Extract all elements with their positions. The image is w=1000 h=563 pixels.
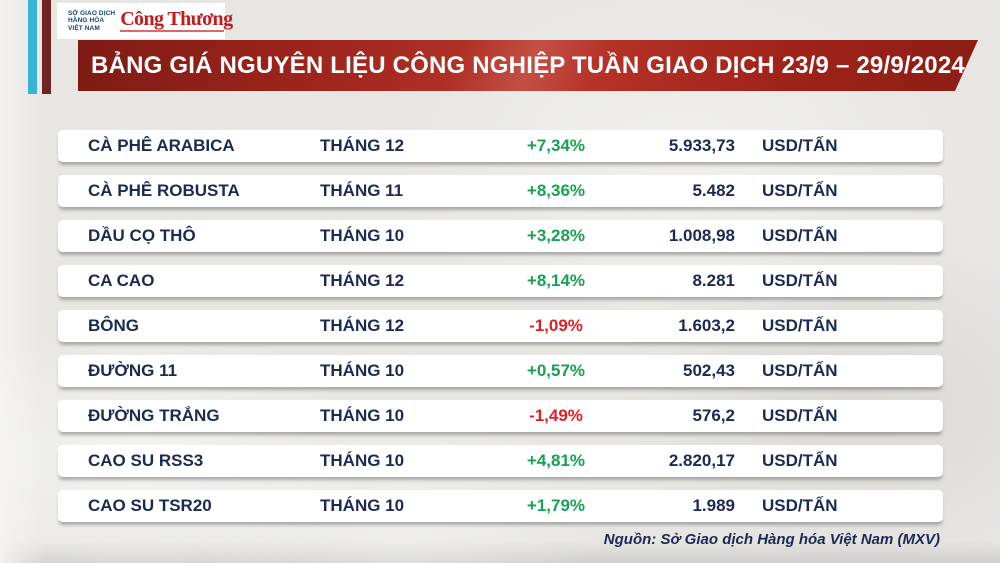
price-unit: USD/TẤN bbox=[762, 361, 838, 380]
price-value: 1.989 bbox=[692, 496, 735, 515]
commodity-name: CA CAO bbox=[88, 271, 155, 290]
mxv-org-line: VIỆT NAM bbox=[68, 24, 100, 32]
price-value: 5.482 bbox=[692, 181, 735, 200]
commodity-name: CAO SU TSR20 bbox=[88, 496, 212, 515]
contract-month: THÁNG 12 bbox=[320, 271, 405, 290]
congthuong-wordmark: Công Thương bbox=[120, 8, 233, 30]
price-value: 1.603,2 bbox=[678, 316, 735, 335]
table-row: CÀ PHÊ ARABICA THÁNG 12 +7,34% 5.933,73 USD/… bbox=[58, 130, 943, 162]
title-banner: BẢNG GIÁ NGUYÊN LIỆU CÔNG NGHIỆP TUẦN GI… bbox=[78, 40, 978, 91]
table-row: CA CAO THÁNG 12 +8,14% 8.281 USD/TẤN bbox=[58, 265, 943, 297]
commodity-name: CÀ PHÊ ROBUSTA bbox=[88, 181, 240, 200]
commodity-name: ĐƯỜNG 11 bbox=[88, 361, 178, 380]
contract-month: THÁNG 11 bbox=[320, 181, 404, 200]
source-note: Nguồn: Sở Giao dịch Hàng hóa Việt Nam (M… bbox=[603, 531, 940, 548]
table-row: DẦU CỌ THÔ THÁNG 10 +3,28% 1.008,98 USD/TẤN bbox=[58, 220, 943, 252]
mxv-org-line: SỞ GIAO DỊCH bbox=[68, 9, 116, 17]
contract-month: THÁNG 10 bbox=[320, 406, 405, 425]
price-value: 576,2 bbox=[692, 406, 735, 425]
weekly-change: +8,14% bbox=[526, 271, 586, 290]
accent-bar-cyan bbox=[28, 0, 37, 94]
commodity-name: DẦU CỌ THÔ bbox=[88, 226, 196, 245]
congthuong-tagline bbox=[120, 30, 224, 32]
price-unit: USD/TẤN bbox=[762, 136, 838, 155]
contract-month: THÁNG 12 bbox=[320, 316, 405, 335]
commodity-name: ĐƯỜNG TRẮNG bbox=[88, 406, 220, 425]
weekly-change: -1,09% bbox=[529, 316, 583, 335]
contract-month: THÁNG 10 bbox=[320, 226, 405, 245]
commodity-name: CÀ PHÊ ARABICA bbox=[88, 136, 235, 155]
price-unit: USD/TẤN bbox=[762, 226, 838, 245]
price-unit: USD/TẤN bbox=[762, 181, 838, 200]
weekly-change: +8,36% bbox=[526, 181, 586, 200]
table-row: CÀ PHÊ ROBUSTA THÁNG 11 +8,36% 5.482 USD/TẤN bbox=[58, 175, 943, 207]
commodity-name: BÔNG bbox=[88, 316, 139, 335]
contract-month: THÁNG 10 bbox=[320, 496, 405, 515]
price-value: 1.008,98 bbox=[668, 226, 735, 245]
table-row: BÔNG THÁNG 12 -1,09% 1.603,2 USD/TẤN bbox=[58, 310, 943, 342]
table-row: ĐƯỜNG 11 THÁNG 10 +0,57% 502,43 USD/TẤN bbox=[58, 355, 943, 387]
page-title: BẢNG GIÁ NGUYÊN LIỆU CÔNG NGHIỆP TUẦN GI… bbox=[91, 51, 965, 79]
price-value: 2.820,17 bbox=[668, 451, 735, 470]
congthuong-logo: Công Thương bbox=[120, 8, 233, 32]
table-row: ĐƯỜNG TRẮNG THÁNG 10 -1,49% 576,2 USD/TẤN bbox=[58, 400, 943, 432]
price-unit: USD/TẤN bbox=[762, 451, 838, 470]
weekly-change: +1,79% bbox=[526, 496, 586, 515]
weekly-change: +3,28% bbox=[526, 226, 586, 245]
price-unit: USD/TẤN bbox=[762, 406, 838, 425]
weekly-change: +4,81% bbox=[526, 451, 586, 470]
price-unit: USD/TẤN bbox=[762, 496, 838, 515]
price-value: 5.933,73 bbox=[668, 136, 735, 155]
mxv-org-line: HÀNG HÓA bbox=[68, 17, 105, 25]
contract-month: THÁNG 12 bbox=[320, 136, 405, 155]
accent-bar-maroon bbox=[42, 0, 51, 94]
logo-bar: SỞ GIAO DỊCH HÀNG HÓA VIỆT NAM Công Thươ… bbox=[57, 3, 233, 39]
price-unit: USD/TẤN bbox=[762, 271, 838, 290]
weekly-change: -1,49% bbox=[529, 406, 583, 425]
price-unit: USD/TẤN bbox=[762, 316, 838, 335]
mxv-org-name: SỞ GIAO DỊCH HÀNG HÓA VIỆT NAM bbox=[68, 10, 115, 33]
price-value: 8.281 bbox=[692, 271, 735, 290]
weekly-change: +0,57% bbox=[526, 361, 586, 380]
table-row: CAO SU RSS3 THÁNG 10 +4,81% 2.820,17 USD/TẤN bbox=[58, 445, 943, 477]
weekly-change: +7,34% bbox=[526, 136, 586, 155]
price-value: 502,43 bbox=[683, 361, 735, 380]
table-row: CAO SU TSR20 THÁNG 10 +1,79% 1.989 USD/TẤN bbox=[58, 490, 943, 522]
price-table: CÀ PHÊ ARABICA THÁNG 12 +7,34% 5.933,73 USD/… bbox=[58, 130, 943, 535]
commodity-name: CAO SU RSS3 bbox=[88, 451, 204, 470]
contract-month: THÁNG 10 bbox=[320, 451, 405, 470]
contract-month: THÁNG 10 bbox=[320, 361, 405, 380]
